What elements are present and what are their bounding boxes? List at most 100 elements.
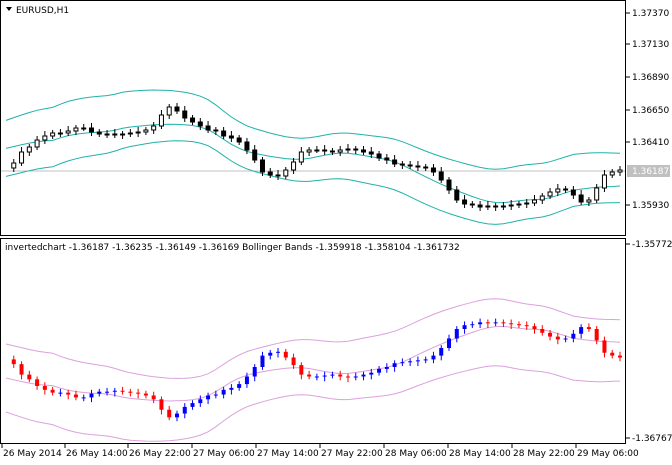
- candle-body: [337, 149, 343, 153]
- inverted-candle-body: [27, 374, 32, 380]
- inverted-candle-body: [112, 390, 117, 392]
- candle-body: [135, 131, 141, 134]
- candle-body: [547, 191, 553, 197]
- candle-body: [42, 135, 48, 141]
- inverted-candle-body: [120, 390, 125, 392]
- sub-window-title: invertedchart -1.36187 -1.36235 -1.36149…: [5, 243, 460, 253]
- inverted-candle-body: [586, 327, 591, 329]
- inverted-candle-body: [408, 361, 413, 363]
- candle-body: [407, 164, 413, 167]
- inverted-candle-body: [501, 322, 506, 324]
- inverted-candle-body: [571, 333, 576, 339]
- inverted-candle-body: [190, 403, 195, 407]
- candle-body: [329, 150, 335, 153]
- price-label: 1.36890: [632, 73, 669, 83]
- candle-body: [415, 165, 421, 168]
- candle-body: [166, 106, 172, 116]
- candle-body: [182, 110, 188, 119]
- inverted-candle-body: [182, 406, 187, 414]
- candle-body: [19, 151, 25, 164]
- candle-body: [508, 204, 514, 207]
- inverted-candle-body: [105, 391, 110, 393]
- inverted-candle-body: [58, 392, 63, 394]
- inverted-candle-body: [454, 329, 459, 339]
- inverted-candle-body: [299, 365, 304, 375]
- inverted-candle-body: [563, 338, 568, 340]
- sub-price-label: -1.35772: [632, 240, 672, 250]
- inverted-candle-body: [11, 359, 16, 365]
- inverted-candle-body: [555, 336, 560, 340]
- candle-body: [11, 162, 17, 169]
- candle-body: [306, 149, 312, 153]
- inverted-candle-body: [431, 355, 436, 360]
- candle-body: [158, 114, 164, 127]
- inverted-candle-body: [260, 355, 265, 367]
- candle-body: [399, 163, 405, 166]
- sub-price-scale: -1.35772 -1.36767: [626, 240, 672, 444]
- candle-body: [384, 157, 390, 161]
- candle-body: [586, 199, 592, 203]
- candle-body: [594, 187, 600, 201]
- inverted-candle-body: [97, 391, 102, 394]
- candle-body: [127, 132, 133, 135]
- inverted-candle-body: [89, 393, 94, 398]
- inverted-candle-body: [338, 374, 343, 377]
- candle-body: [259, 159, 265, 173]
- inverted-candle-body: [206, 395, 211, 400]
- main-price-scale: 1.37370 1.37130 1.36890 1.36650 1.36410 …: [626, 9, 669, 211]
- price-label: 1.35930: [632, 201, 669, 211]
- inverted-candle-body: [400, 362, 405, 364]
- inverted-candle-body: [415, 360, 420, 362]
- inverted-candle-body: [361, 374, 366, 377]
- candle-body: [221, 130, 227, 137]
- inverted-candle-body: [19, 364, 24, 375]
- candle-body: [96, 131, 102, 135]
- inverted-candle-body: [377, 368, 382, 373]
- inverted-candle-body: [447, 338, 452, 348]
- candle-body: [609, 171, 615, 176]
- sub-upper-band-line: [5, 298, 621, 379]
- inverted-candle-body: [143, 393, 148, 396]
- inverted-candle-body: [345, 376, 350, 378]
- candle-body: [275, 174, 281, 177]
- inverted-candle-body: [579, 327, 584, 334]
- candle-body: [430, 167, 436, 173]
- candle-body: [151, 125, 157, 131]
- price-label: 1.36410: [632, 138, 669, 148]
- time-label: 27 May 22:00: [321, 449, 383, 459]
- candle-body: [26, 146, 32, 153]
- inverted-candle-body: [151, 395, 156, 400]
- time-label: 26 May 14:00: [66, 449, 128, 459]
- candle-body: [368, 151, 374, 155]
- candle-body: [143, 129, 149, 133]
- main-candles: [11, 103, 623, 211]
- price-label: 1.36650: [632, 106, 669, 116]
- upper-band-line: [5, 89, 621, 170]
- candle-body: [88, 127, 94, 133]
- inverted-candle-body: [602, 340, 607, 353]
- current-price-label: 1.36187: [632, 167, 669, 177]
- inverted-candle-body: [532, 326, 537, 329]
- inverted-candle-body: [618, 355, 622, 358]
- candle-body: [283, 169, 289, 177]
- candle-body: [73, 127, 79, 132]
- candle-body: [493, 205, 499, 208]
- candle-body: [462, 199, 468, 205]
- inverted-candle-body: [268, 352, 273, 356]
- inverted-candle-body: [524, 325, 529, 327]
- candle-body: [174, 106, 180, 112]
- candle-body: [361, 149, 367, 153]
- candle-body: [423, 166, 429, 169]
- inverted-candle-body: [221, 389, 226, 395]
- time-label: 29 May 06:00: [577, 449, 639, 459]
- candle-body: [197, 121, 203, 127]
- inverted-candle-body: [35, 379, 40, 386]
- inverted-candle-body: [198, 399, 203, 404]
- candle-body: [345, 148, 351, 151]
- inverted-candle-body: [307, 374, 312, 377]
- candle-body: [570, 189, 576, 196]
- triangle-down-icon[interactable]: [6, 7, 12, 11]
- inverted-candle-body: [50, 389, 55, 393]
